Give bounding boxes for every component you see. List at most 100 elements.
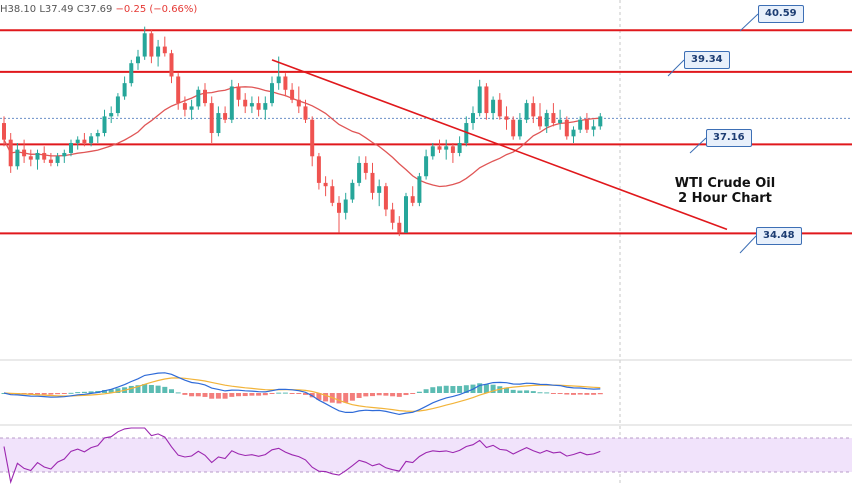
annotation-line-2: 2 Hour Chart <box>678 191 772 206</box>
candle-body-38 <box>256 103 261 110</box>
candle-body-78 <box>524 103 529 120</box>
macd-histogram-bar-13 <box>88 391 94 393</box>
macd-histogram-bar-88 <box>591 393 597 395</box>
macd-histogram-bar-86 <box>577 393 583 395</box>
macd-histogram-bar-37 <box>249 393 255 396</box>
macd-histogram-bar-33 <box>222 393 228 399</box>
rsi-line <box>3 427 601 485</box>
candle-body-81 <box>544 113 549 127</box>
candle-body-42 <box>283 76 288 90</box>
rsi-band <box>0 438 852 472</box>
candle-body-8 <box>55 156 60 163</box>
macd-histogram-bar-67 <box>450 386 456 393</box>
candle-body-41 <box>276 76 281 84</box>
macd-histogram-bar-12 <box>81 391 87 393</box>
macd-histogram-bar-55 <box>370 393 375 397</box>
candle-body-14 <box>95 133 100 137</box>
macd-histogram-bar-9 <box>61 393 67 394</box>
candle-body-43 <box>290 89 295 100</box>
candle-body-53 <box>357 162 362 183</box>
candle-body-51 <box>343 199 348 213</box>
macd-histogram-bar-16 <box>108 389 114 393</box>
macd-histogram-bar-29 <box>195 393 201 397</box>
macd-histogram-bar-61 <box>410 393 416 394</box>
macd-histogram-bar-20 <box>135 385 141 393</box>
candle-body-4 <box>28 156 33 160</box>
candle-body-17 <box>115 96 120 114</box>
candle-body-33 <box>223 113 228 120</box>
macd-histogram-bar-34 <box>229 393 235 397</box>
macd-histogram-bar-35 <box>236 393 241 397</box>
candle-body-10 <box>69 142 73 153</box>
candle-body-30 <box>203 89 207 104</box>
candle-body-73 <box>491 99 496 114</box>
macd-histogram-bar-27 <box>182 393 188 395</box>
level-leader-1 <box>667 59 685 77</box>
macd-histogram-bar-76 <box>510 389 516 393</box>
macd-histogram-bar-47 <box>316 393 322 400</box>
ohlc-change: −0.25 (−0.66%) <box>115 4 198 15</box>
macd-histogram-bar-65 <box>437 386 442 393</box>
ohlc-low: L37.49 <box>39 4 74 15</box>
macd-histogram-bar-79 <box>530 391 536 393</box>
candle-body-77 <box>517 119 522 137</box>
macd-histogram-bar-15 <box>102 390 107 393</box>
candle-body-37 <box>249 103 254 107</box>
level-leader-0 <box>739 13 759 32</box>
candle-body-80 <box>538 116 542 127</box>
macd-histogram-bar-66 <box>443 385 449 393</box>
candle-body-23 <box>156 46 161 57</box>
candle-body-34 <box>229 86 234 120</box>
candle-body-19 <box>129 63 134 84</box>
candle-body-72 <box>484 86 489 114</box>
candle-body-83 <box>558 119 563 124</box>
macd-histogram-bar-38 <box>256 393 262 396</box>
candle-body-71 <box>477 86 482 114</box>
candle-body-1 <box>8 139 13 167</box>
macd-histogram-bar-5 <box>35 393 40 395</box>
macd-histogram-bar-57 <box>383 393 389 396</box>
ohlc-high: H38.10 <box>0 4 37 15</box>
candle-body-25 <box>169 53 174 77</box>
candle-body-63 <box>424 156 429 177</box>
candle-body-49 <box>330 186 335 203</box>
candle-body-32 <box>216 113 221 134</box>
macd-histogram-bar-42 <box>282 392 288 394</box>
macd-histogram-bar-78 <box>524 390 530 393</box>
candle-body-20 <box>136 56 140 64</box>
moving-average-line <box>3 86 601 188</box>
candle-body-40 <box>270 83 274 104</box>
candle-body-46 <box>310 119 315 157</box>
candle-body-21 <box>142 33 147 57</box>
macd-histogram-bar-44 <box>296 393 302 394</box>
candle-body-13 <box>89 136 94 143</box>
candle-body-48 <box>323 182 328 187</box>
candle-body-62 <box>417 176 422 203</box>
candle-body-2 <box>15 149 20 167</box>
macd-histogram-bar-6 <box>41 393 47 395</box>
candle-body-60 <box>404 196 408 233</box>
candle-body-74 <box>497 99 502 117</box>
descending-trendline <box>271 59 728 231</box>
macd-histogram-bar-17 <box>115 388 121 393</box>
level-label-39-34: 39.34 <box>684 51 730 69</box>
level-label-40-59: 40.59 <box>758 5 804 23</box>
candle-body-22 <box>149 33 154 57</box>
candle-body-36 <box>243 99 248 107</box>
candle-body-47 <box>316 156 321 183</box>
macd-histogram-bar-69 <box>463 385 469 393</box>
candle-body-15 <box>102 116 107 134</box>
macd-histogram-bar-72 <box>483 384 489 393</box>
macd-histogram-bar-75 <box>504 387 509 393</box>
candle-body-54 <box>363 162 368 173</box>
candle-body-12 <box>82 139 87 143</box>
candle-body-66 <box>444 146 449 150</box>
ohlc-close: C37.69 <box>76 4 113 15</box>
candle-body-87 <box>584 119 589 130</box>
level-leader-2 <box>689 137 707 154</box>
macd-histogram-bar-10 <box>68 392 74 394</box>
candle-body-39 <box>263 103 268 110</box>
macd-histogram-bar-51 <box>343 393 349 403</box>
candle-body-26 <box>176 76 181 104</box>
